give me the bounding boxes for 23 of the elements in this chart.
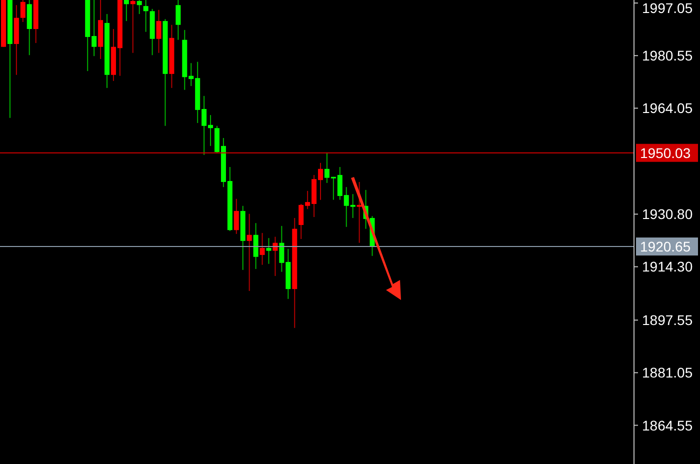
y-tick-label: 1897.55 xyxy=(642,312,693,328)
candlestick xyxy=(130,0,136,54)
candlestick xyxy=(156,9,162,54)
candlestick xyxy=(136,0,142,15)
candlestick xyxy=(260,232,265,266)
y-tick-label: 1980.55 xyxy=(642,48,693,64)
y-tick-label: 1964.05 xyxy=(642,100,693,116)
candlestick xyxy=(143,0,148,32)
y-tick-label: 1930.80 xyxy=(642,206,693,222)
candlestick xyxy=(253,222,258,270)
candlestick xyxy=(246,213,252,292)
candlestick xyxy=(176,0,181,40)
y-tick-label: 1997.05 xyxy=(642,0,693,16)
ref-line-label: 1950.03 xyxy=(640,144,691,161)
candlestick xyxy=(20,0,26,22)
y-tick-label: 1881.05 xyxy=(642,364,693,381)
candlestick xyxy=(234,198,239,234)
y-tick-label: 1914.30 xyxy=(642,258,693,275)
candlestick xyxy=(266,238,272,264)
candlestick xyxy=(124,0,129,22)
candlestick xyxy=(356,181,362,244)
ref-line-label: 1920.65 xyxy=(640,238,691,254)
y-tick-label: 1864.55 xyxy=(642,417,693,434)
